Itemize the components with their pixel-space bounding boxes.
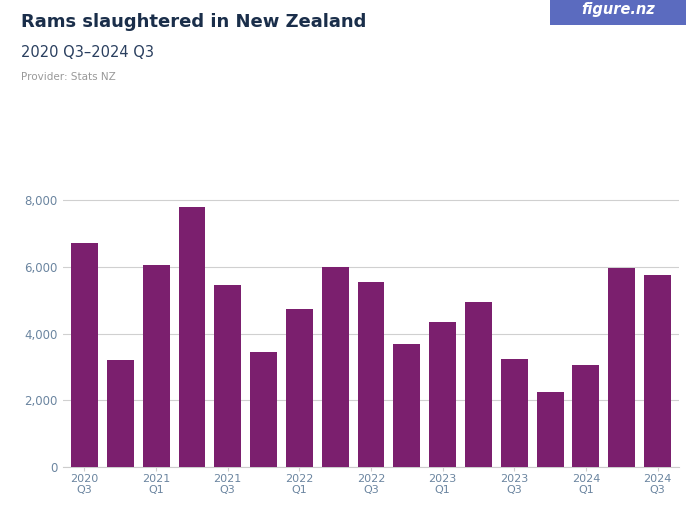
Bar xyxy=(537,392,564,467)
Bar xyxy=(286,309,313,467)
Bar xyxy=(250,352,277,467)
Bar xyxy=(429,322,456,467)
Bar xyxy=(178,207,205,467)
Text: Provider: Stats NZ: Provider: Stats NZ xyxy=(21,72,116,82)
Bar xyxy=(608,268,635,467)
Bar xyxy=(393,344,420,467)
Bar xyxy=(143,265,169,467)
Bar xyxy=(358,282,384,467)
Bar xyxy=(322,267,349,467)
Bar xyxy=(107,360,134,467)
Bar xyxy=(214,285,241,467)
Bar xyxy=(573,365,599,467)
Bar xyxy=(465,302,492,467)
Bar xyxy=(71,244,98,467)
Bar xyxy=(500,359,528,467)
Text: figure.nz: figure.nz xyxy=(581,3,655,17)
Text: 2020 Q3–2024 Q3: 2020 Q3–2024 Q3 xyxy=(21,45,154,60)
Text: Rams slaughtered in New Zealand: Rams slaughtered in New Zealand xyxy=(21,13,366,31)
Bar xyxy=(644,275,671,467)
